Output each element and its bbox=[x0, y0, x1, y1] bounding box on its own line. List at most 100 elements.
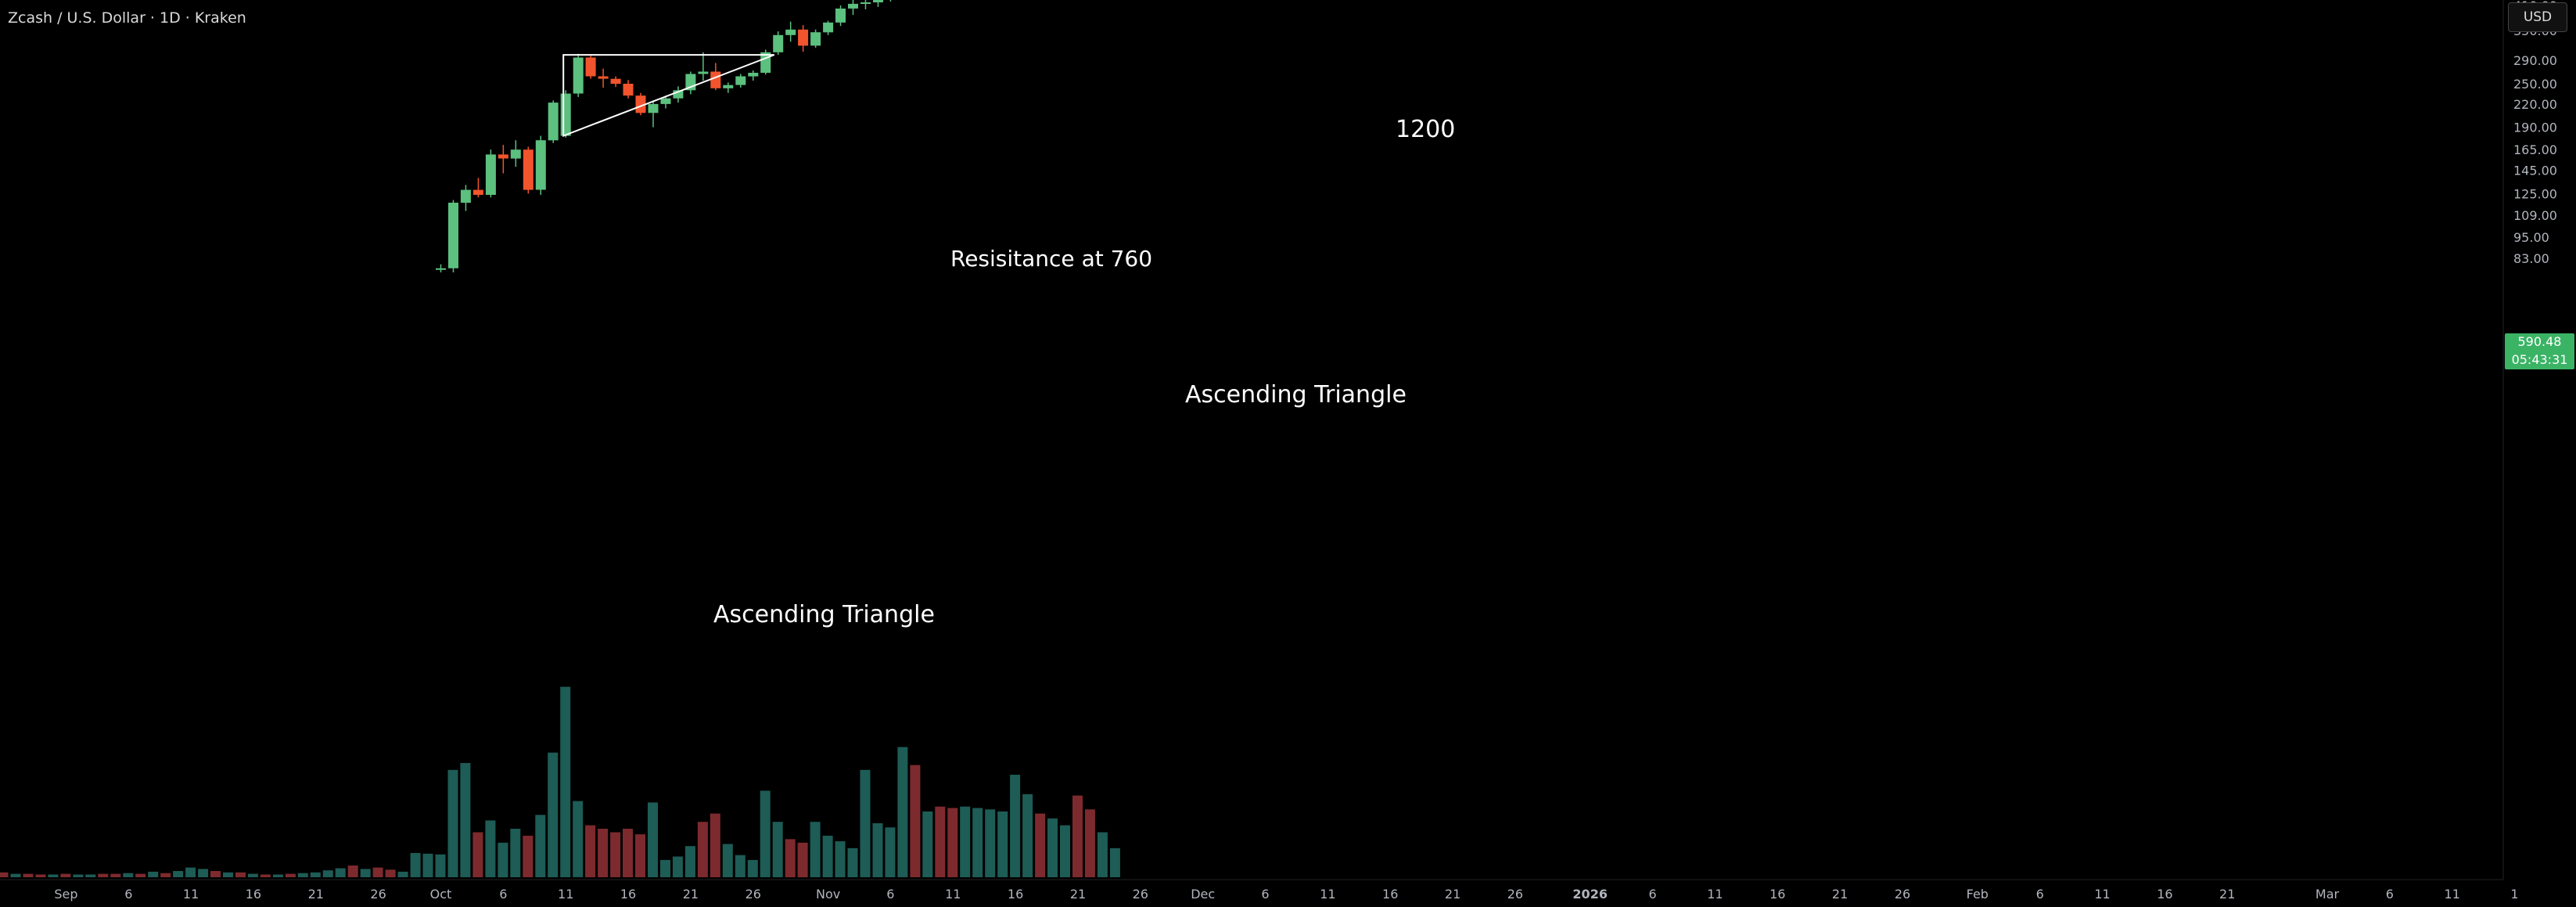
volume-bar bbox=[23, 873, 34, 877]
volume-bar bbox=[148, 871, 159, 877]
x-tick-label: Dec bbox=[1191, 887, 1215, 902]
x-tick-label: 11 bbox=[558, 887, 573, 902]
resistance-label: Resisitance at 760 bbox=[950, 246, 1152, 272]
volume-bar bbox=[397, 871, 408, 877]
x-tick-label: 26 bbox=[1507, 887, 1523, 902]
volume-bar bbox=[935, 806, 946, 877]
x-tick-label: 2026 bbox=[1572, 887, 1608, 902]
candle-body bbox=[723, 85, 734, 88]
candle-body bbox=[873, 0, 883, 3]
x-tick-label: 16 bbox=[1008, 887, 1023, 902]
y-tick-label: 145.00 bbox=[2513, 163, 2557, 178]
volume-bar bbox=[485, 820, 496, 877]
x-tick-label: 26 bbox=[745, 887, 761, 902]
volume-bar bbox=[747, 859, 758, 877]
volume-bar bbox=[247, 873, 258, 877]
volume-bar bbox=[573, 801, 584, 877]
last-price-badge: 590.48 05:43:31 bbox=[2505, 333, 2574, 369]
volume-bar bbox=[123, 873, 134, 877]
volume-bar bbox=[1097, 832, 1108, 877]
x-tick-label: 6 bbox=[1649, 887, 1657, 902]
volume-bar bbox=[1109, 848, 1120, 877]
x-tick-label: 16 bbox=[2157, 887, 2172, 902]
x-tick-label: 16 bbox=[246, 887, 261, 902]
volume-bar bbox=[422, 853, 433, 877]
x-tick-label: 6 bbox=[2036, 887, 2044, 902]
volume-bar bbox=[498, 842, 508, 878]
volume-bar bbox=[872, 823, 883, 877]
x-tick-label: 6 bbox=[2386, 887, 2394, 902]
y-tick-label: 165.00 bbox=[2513, 142, 2557, 157]
currency-button[interactable]: USD bbox=[2508, 2, 2567, 32]
volume-bar bbox=[684, 846, 695, 877]
x-tick-label: 6 bbox=[499, 887, 507, 902]
x-tick-label: 21 bbox=[308, 887, 324, 902]
volume-bar bbox=[735, 855, 745, 877]
candle-body bbox=[510, 149, 521, 159]
x-tick-label: Oct bbox=[430, 887, 452, 902]
volume-bar bbox=[847, 848, 858, 877]
x-tick-label: 11 bbox=[1320, 887, 1335, 902]
candle-body bbox=[498, 154, 508, 159]
volume-bar bbox=[447, 769, 458, 877]
volume-bar bbox=[535, 815, 546, 877]
candle-body bbox=[860, 2, 871, 4]
volume-bar bbox=[1084, 809, 1095, 877]
x-tick-label: 6 bbox=[886, 887, 894, 902]
volume-bar bbox=[360, 869, 371, 877]
candle-body bbox=[548, 103, 559, 141]
candle-body bbox=[585, 57, 596, 77]
y-tick-label: 109.00 bbox=[2513, 208, 2557, 223]
candle-body bbox=[710, 71, 721, 88]
x-tick-label: 16 bbox=[1382, 887, 1398, 902]
volume-bar bbox=[1047, 818, 1058, 877]
candle-body bbox=[485, 154, 496, 195]
volume-bar bbox=[960, 806, 971, 877]
candle-body bbox=[748, 73, 759, 77]
volume-bar bbox=[310, 872, 321, 877]
volume-bar bbox=[35, 874, 46, 877]
ascending-triangle-1-label: Ascending Triangle bbox=[713, 601, 935, 628]
volume-bar bbox=[560, 686, 571, 877]
x-tick-label: 6 bbox=[124, 887, 132, 902]
x-tick-label: 11 bbox=[183, 887, 199, 902]
volume-bar bbox=[897, 747, 908, 877]
candle-body bbox=[610, 78, 621, 85]
volume-bar bbox=[410, 853, 421, 877]
candle-body bbox=[460, 189, 471, 203]
candle-body bbox=[436, 268, 446, 270]
volume-bar bbox=[335, 868, 346, 877]
ascending-triangle-2-label: Ascending Triangle bbox=[1185, 381, 1407, 409]
volume-bar bbox=[710, 813, 720, 877]
volume-bar bbox=[198, 869, 209, 877]
volume-bar bbox=[1022, 794, 1033, 877]
y-tick-label: 290.00 bbox=[2513, 53, 2557, 68]
x-tick-label: Nov bbox=[816, 887, 840, 902]
candle-body bbox=[835, 8, 846, 23]
candle-body bbox=[785, 29, 796, 35]
x-tick-label: 21 bbox=[1832, 887, 1848, 902]
volume-bar bbox=[460, 763, 471, 877]
volume-bar bbox=[472, 832, 483, 877]
volume-bar bbox=[985, 809, 996, 877]
volume-bar bbox=[648, 802, 658, 877]
candle-body bbox=[823, 22, 834, 33]
y-tick-label: 250.00 bbox=[2513, 77, 2557, 92]
volume-bar bbox=[235, 872, 246, 877]
candle-body bbox=[448, 203, 458, 268]
volume-bar bbox=[297, 873, 308, 877]
y-tick-label: 220.00 bbox=[2513, 97, 2557, 112]
volume-bar bbox=[672, 856, 683, 878]
volume-bar bbox=[223, 872, 233, 877]
volume-bar bbox=[822, 835, 833, 877]
volume-bar bbox=[185, 867, 196, 877]
candle-body bbox=[698, 71, 709, 74]
x-tick-label: Sep bbox=[54, 887, 77, 902]
volume-bar bbox=[1010, 775, 1021, 877]
x-tick-label: 21 bbox=[1445, 887, 1460, 902]
y-tick-label: 125.00 bbox=[2513, 186, 2557, 201]
volume-bar bbox=[0, 872, 9, 877]
x-tick-label: 26 bbox=[1133, 887, 1148, 902]
target-price-label: 1200 bbox=[1396, 116, 1455, 143]
